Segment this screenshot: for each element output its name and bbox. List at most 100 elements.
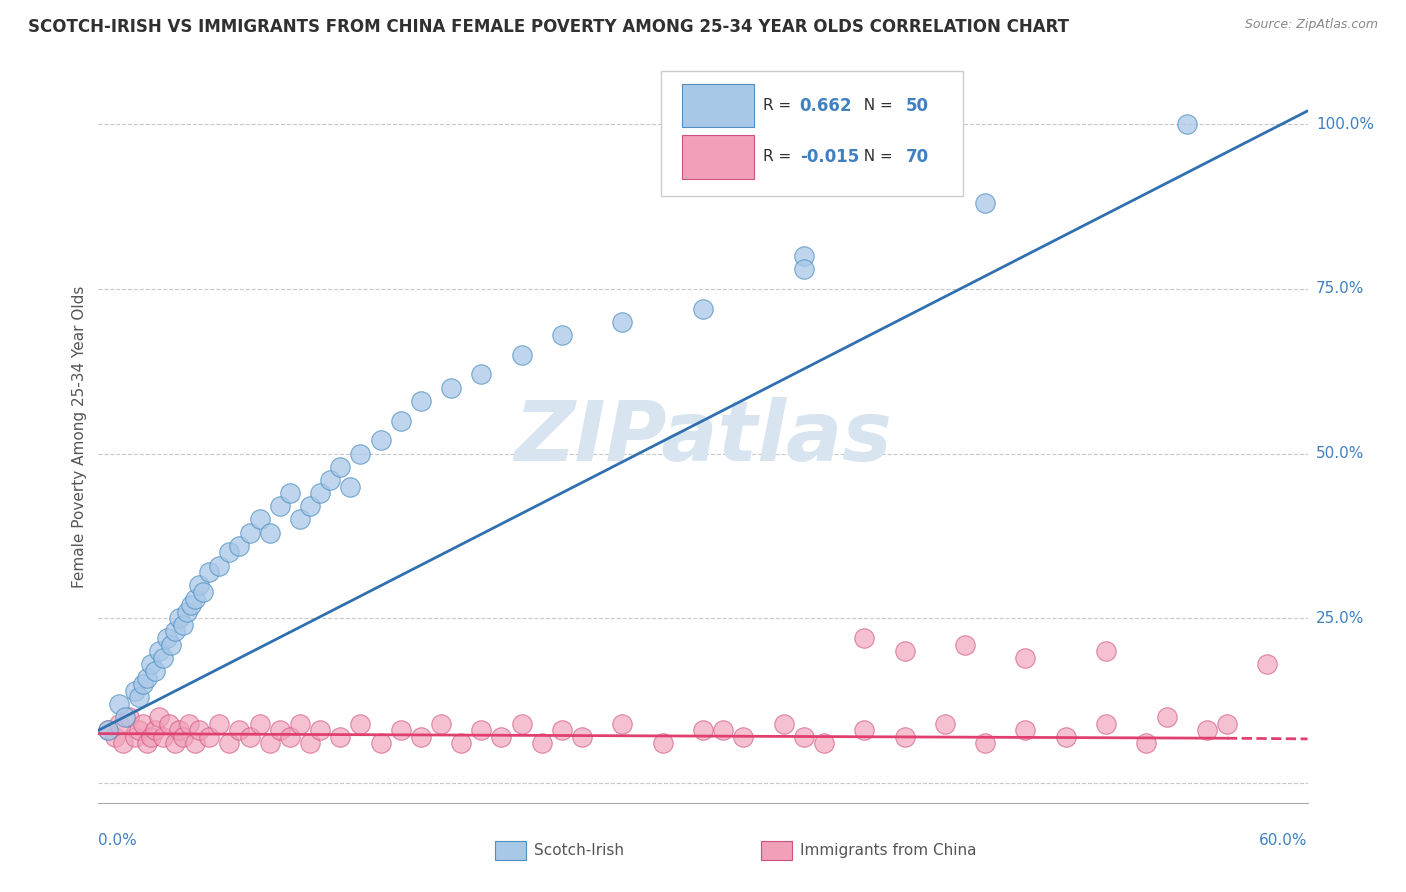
Point [974, 737, 997, 751]
Point [510, 716, 533, 731]
Point [953, 638, 976, 652]
Point [97, 723, 120, 738]
Point [269, 723, 291, 738]
Point [143, 723, 166, 738]
Point [179, 716, 201, 731]
Point [259, 737, 281, 751]
Point [118, 710, 141, 724]
Point [612, 315, 634, 329]
Point [409, 730, 432, 744]
Point [103, 730, 125, 744]
Point [218, 545, 240, 559]
Text: 100.0%: 100.0% [1316, 117, 1374, 132]
Text: Scotch-Irish: Scotch-Irish [534, 843, 624, 858]
Point [128, 723, 150, 738]
Point [339, 479, 361, 493]
Point [450, 737, 472, 751]
Text: SCOTCH-IRISH VS IMMIGRANTS FROM CHINA FEMALE POVERTY AMONG 25-34 YEAR OLDS CORRE: SCOTCH-IRISH VS IMMIGRANTS FROM CHINA FE… [28, 18, 1069, 36]
Point [156, 631, 179, 645]
FancyBboxPatch shape [495, 841, 526, 860]
Point [430, 716, 453, 731]
Point [370, 434, 392, 448]
Point [148, 710, 170, 724]
Point [139, 730, 162, 744]
Point [249, 716, 271, 731]
Point [208, 558, 231, 573]
Point [176, 605, 198, 619]
Point [97, 723, 120, 738]
Point [440, 381, 463, 395]
Point [135, 737, 157, 751]
Point [934, 716, 956, 731]
Point [139, 657, 162, 672]
Point [124, 730, 146, 744]
Point [278, 486, 301, 500]
Point [1216, 716, 1239, 731]
Point [193, 585, 215, 599]
Point [1135, 737, 1157, 751]
Point [148, 644, 170, 658]
Point [239, 730, 262, 744]
Point [329, 730, 352, 744]
Point [692, 301, 714, 316]
Text: 25.0%: 25.0% [1316, 611, 1364, 626]
Point [152, 730, 174, 744]
Point [228, 539, 250, 553]
Point [491, 730, 513, 744]
Point [107, 716, 129, 731]
Point [107, 697, 129, 711]
Text: 75.0%: 75.0% [1316, 281, 1364, 296]
Point [135, 671, 157, 685]
Point [1175, 117, 1198, 131]
Point [157, 716, 180, 731]
Point [510, 348, 533, 362]
Point [793, 262, 815, 277]
Text: Immigrants from China: Immigrants from China [800, 843, 976, 858]
Point [1014, 723, 1036, 738]
Point [132, 677, 155, 691]
Text: R =: R = [763, 98, 797, 113]
Point [198, 565, 221, 579]
FancyBboxPatch shape [761, 841, 793, 860]
Point [160, 638, 183, 652]
Text: 50: 50 [905, 96, 929, 115]
Point [1095, 716, 1118, 731]
Point [853, 631, 876, 645]
Point [651, 737, 673, 751]
Text: 70: 70 [905, 148, 929, 166]
Text: R =: R = [763, 150, 797, 164]
Point [974, 196, 997, 211]
Point [132, 716, 155, 731]
Point [853, 723, 876, 738]
Point [309, 486, 332, 500]
Point [152, 650, 174, 665]
Point [259, 525, 281, 540]
Text: 0.0%: 0.0% [98, 833, 138, 848]
Point [167, 611, 190, 625]
Point [409, 393, 432, 408]
Point [530, 737, 553, 751]
Point [167, 723, 190, 738]
Point [349, 716, 371, 731]
Point [793, 249, 815, 263]
Point [114, 710, 136, 724]
Point [172, 730, 194, 744]
Point [163, 624, 186, 639]
Text: ZIPatlas: ZIPatlas [515, 397, 891, 477]
Point [249, 512, 271, 526]
Point [288, 716, 311, 731]
FancyBboxPatch shape [682, 136, 754, 178]
Point [772, 716, 794, 731]
Point [288, 512, 311, 526]
Point [329, 459, 352, 474]
FancyBboxPatch shape [661, 71, 963, 195]
Text: N =: N = [855, 150, 898, 164]
Point [111, 737, 134, 751]
Point [1054, 730, 1077, 744]
Point [551, 327, 574, 342]
Point [128, 690, 150, 705]
Point [218, 737, 240, 751]
Point [370, 737, 392, 751]
Point [1095, 644, 1118, 658]
Point [470, 723, 492, 738]
